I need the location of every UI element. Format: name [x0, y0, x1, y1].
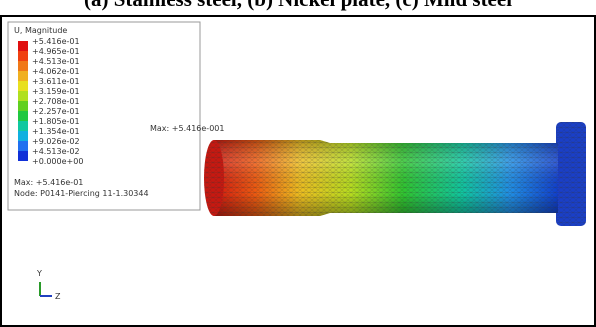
- legend-value: +4.965e-01: [32, 47, 80, 56]
- legend-value: +3.611e-01: [32, 77, 80, 86]
- color-swatch: [18, 81, 28, 91]
- color-swatch: [18, 121, 28, 131]
- legend-value: +3.159e-01: [32, 87, 80, 96]
- cylinder-mesh: [214, 140, 558, 216]
- color-swatch: [18, 71, 28, 81]
- color-swatch: [18, 151, 28, 161]
- max-annotation: Max: +5.416e-001: [150, 124, 224, 133]
- legend-value: +5.416e-01: [32, 37, 80, 46]
- legend-value: +0.000e+00: [32, 157, 83, 166]
- color-swatch: [18, 141, 28, 151]
- legend-value: +2.257e-01: [32, 107, 80, 116]
- flange-mesh: [556, 122, 586, 226]
- legend-value: +2.708e-01: [32, 97, 80, 106]
- figure: (a) Stainless steel, (b) Nickel plate, (…: [0, 0, 596, 327]
- color-swatch: [18, 91, 28, 101]
- legend-value: +9.026e-02: [32, 137, 80, 146]
- color-swatch: [18, 61, 28, 71]
- legend-value: +4.513e-02: [32, 147, 80, 156]
- color-swatch: [18, 131, 28, 141]
- legend-value: +1.805e-01: [32, 117, 80, 126]
- color-swatch: [18, 41, 28, 51]
- legend-node: Node: P0141-Piercing 11-1.30344: [14, 189, 149, 198]
- legend-title: U, Magnitude: [14, 26, 67, 35]
- triad-y-label: Y: [36, 269, 42, 278]
- caption: (a) Stainless steel, (b) Nickel plate, (…: [84, 0, 512, 11]
- end-cap-mesh: [204, 140, 224, 216]
- color-bar: +5.416e-01+4.965e-01+4.513e-01+4.062e-01…: [18, 37, 83, 166]
- legend-value: +1.354e-01: [32, 127, 80, 136]
- legend: U, Magnitude +5.416e-01+4.965e-01+4.513e…: [8, 22, 200, 210]
- color-swatch: [18, 51, 28, 61]
- color-swatch: [18, 111, 28, 121]
- legend-value: +4.513e-01: [32, 57, 80, 66]
- legend-value: +4.062e-01: [32, 67, 80, 76]
- legend-max: Max: +5.416e-01: [14, 178, 83, 187]
- color-swatch: [18, 101, 28, 111]
- triad-z-label: Z: [55, 292, 61, 301]
